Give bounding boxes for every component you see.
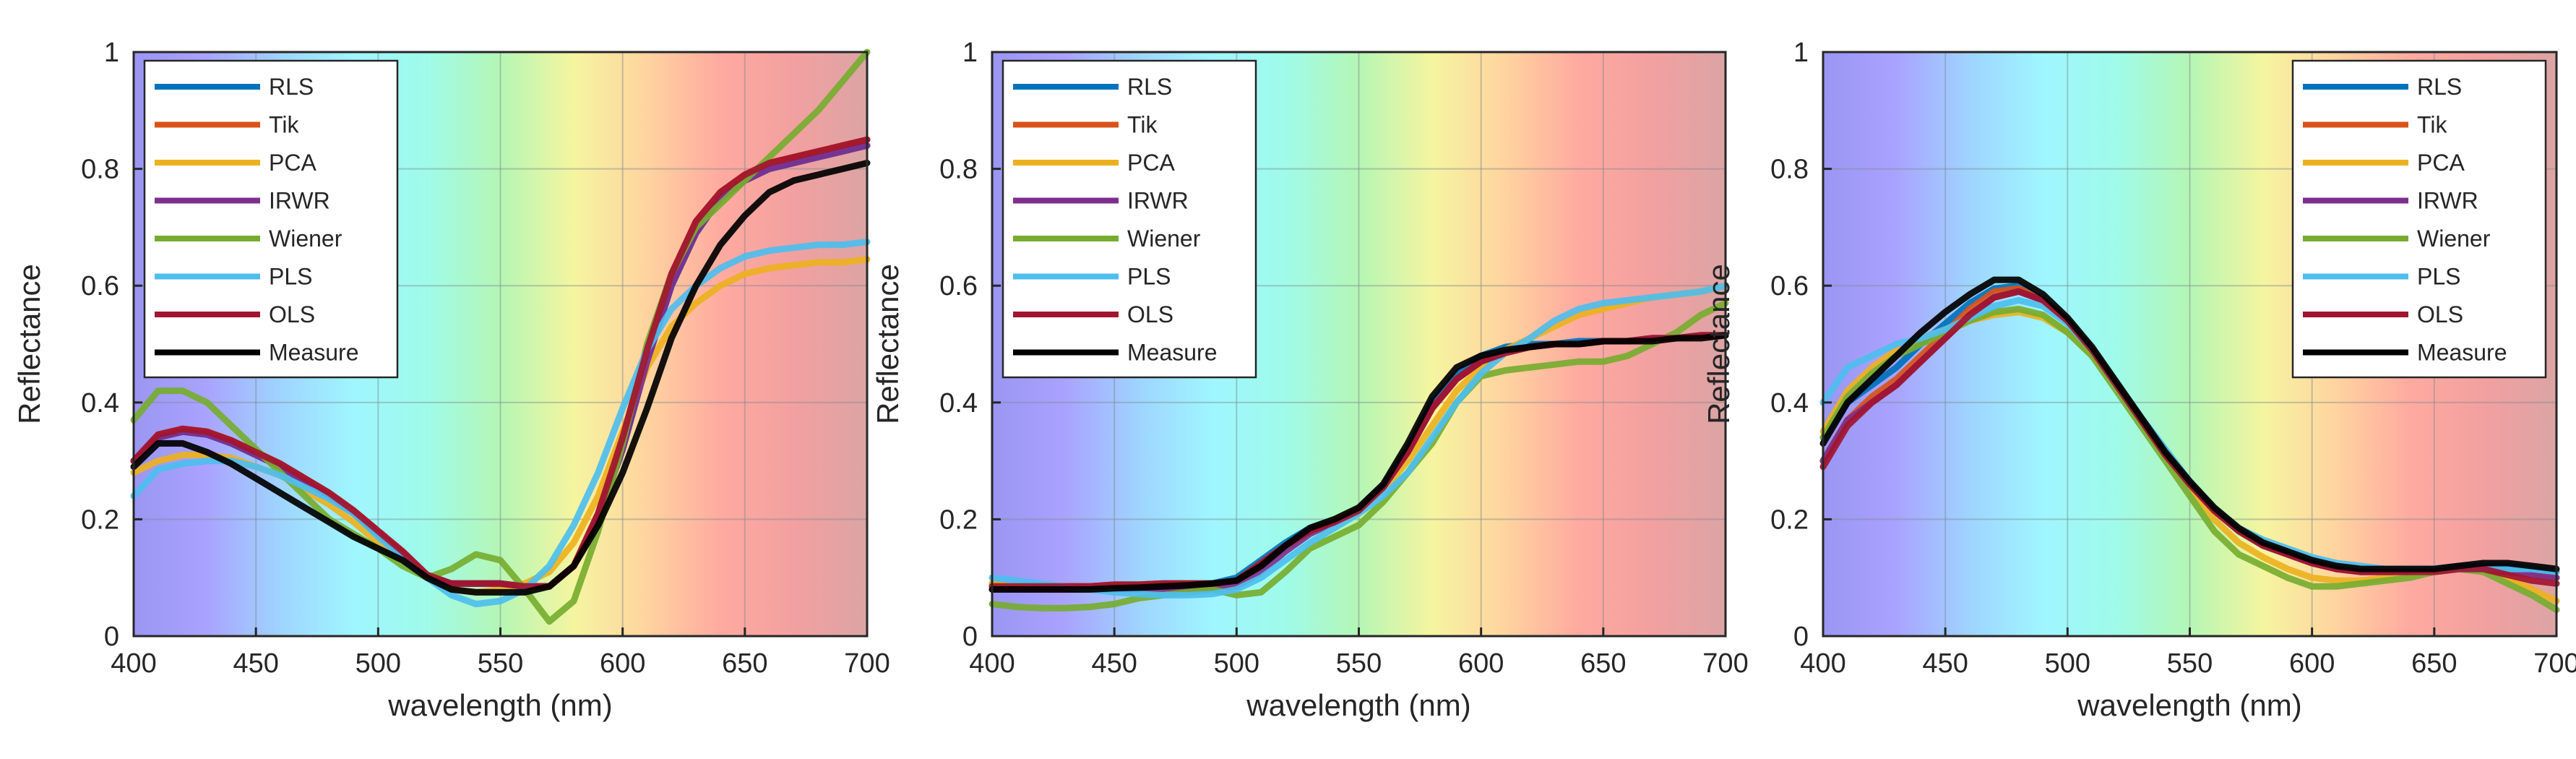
x-tick-label: 400 bbox=[969, 648, 1015, 679]
x-tick-label: 550 bbox=[2167, 648, 2213, 679]
series-line-pls bbox=[130, 239, 871, 608]
x-tick-label: 600 bbox=[600, 648, 645, 679]
legend-label-ols: OLS bbox=[1127, 301, 1173, 327]
legend-label-pca: PCA bbox=[1127, 150, 1175, 176]
y-tick-label: 0.6 bbox=[939, 271, 978, 301]
legend-label-tik: Tik bbox=[2417, 112, 2447, 138]
x-tick-label: 450 bbox=[233, 648, 278, 679]
legend-label-pca: PCA bbox=[2417, 150, 2465, 176]
x-tick-label: 500 bbox=[356, 648, 401, 679]
legend-box bbox=[1001, 59, 1257, 379]
y-tick-label: 0.2 bbox=[939, 505, 978, 535]
legend-label-measure: Measure bbox=[2417, 340, 2507, 366]
x-axis-label: wavelength (nm) bbox=[387, 688, 612, 722]
x-tick-label: 650 bbox=[722, 648, 767, 679]
y-tick-label: 0.2 bbox=[1770, 505, 1809, 535]
x-tick-label: 650 bbox=[1580, 648, 1626, 679]
x-tick-label: 700 bbox=[1702, 648, 1748, 679]
legend-label-wiener: Wiener bbox=[269, 226, 343, 252]
x-tick-label: 700 bbox=[2533, 648, 2576, 679]
legend-label-wiener: Wiener bbox=[2417, 226, 2491, 252]
legend-label-tik: Tik bbox=[269, 112, 299, 138]
series-lines-2 bbox=[988, 282, 1729, 612]
y-tick-label: 0.6 bbox=[1770, 271, 1809, 301]
legend-label-irwr: IRWR bbox=[2417, 188, 2478, 214]
y-tick-label: 0.8 bbox=[939, 155, 978, 185]
x-tick-label: 600 bbox=[1458, 648, 1504, 679]
legend-label-irwr: IRWR bbox=[269, 188, 330, 214]
x-tick-label: 450 bbox=[1922, 648, 1968, 679]
y-axis-label: Reflectance bbox=[12, 264, 46, 424]
legend-label-ols: OLS bbox=[2417, 301, 2463, 327]
legend-box bbox=[2291, 59, 2547, 379]
legend-3: RLS Tik PCA IRWR Wiener PLS OLS Measure bbox=[2291, 59, 2547, 379]
legend-label-rls: RLS bbox=[269, 74, 314, 100]
legend-label-pls: PLS bbox=[1127, 264, 1171, 290]
legend-label-irwr: IRWR bbox=[1127, 188, 1189, 214]
series-line-measure bbox=[988, 332, 1729, 593]
legend-1: RLS Tik PCA IRWR Wiener PLS OLS Measure bbox=[143, 59, 399, 379]
y-tick-label: 0.8 bbox=[1770, 155, 1809, 185]
legend-label-measure: Measure bbox=[269, 340, 359, 366]
x-tick-label: 600 bbox=[2289, 648, 2335, 679]
y-tick-label: 0 bbox=[962, 622, 978, 652]
x-tick-label: 400 bbox=[111, 648, 156, 679]
x-tick-label: 550 bbox=[478, 648, 523, 679]
legend-label-pca: PCA bbox=[269, 150, 316, 176]
y-tick-label: 0.4 bbox=[81, 388, 119, 419]
y-axis-label: Reflectance bbox=[1702, 264, 1736, 424]
chart-panel-3: 400 450 500 550 600 650 700 0 0.2 0.4 0.6 0.8 1 wavel… bbox=[1702, 38, 2576, 722]
x-tick-label: 700 bbox=[844, 648, 889, 679]
chart-panel-1: 400 450 500 550 600 650 700 0 0.2 0.4 0.6 0.8 1 wavel… bbox=[12, 38, 890, 722]
legend-label-measure: Measure bbox=[1127, 340, 1218, 366]
y-tick-label: 0.4 bbox=[1770, 388, 1809, 419]
y-tick-label: 1 bbox=[104, 38, 119, 68]
legend-2: RLS Tik PCA IRWR Wiener PLS OLS Measure bbox=[1001, 59, 1257, 379]
y-tick-label: 0 bbox=[1793, 622, 1809, 652]
series-line-wiener bbox=[988, 299, 1729, 612]
legend-label-rls: RLS bbox=[1127, 74, 1172, 100]
legend-label-ols: OLS bbox=[269, 301, 315, 327]
series-line-measure bbox=[130, 160, 871, 596]
y-tick-label: 1 bbox=[962, 38, 978, 68]
series-line-measure bbox=[1819, 276, 2560, 573]
legend-label-tik: Tik bbox=[1127, 112, 1158, 138]
series-lines-3 bbox=[1819, 276, 2560, 614]
x-tick-label: 450 bbox=[1091, 648, 1137, 679]
x-tick-label: 500 bbox=[2045, 648, 2090, 679]
x-axis-label: wavelength (nm) bbox=[1246, 688, 1470, 722]
y-tick-label: 1 bbox=[1793, 38, 1809, 68]
legend-label-rls: RLS bbox=[2417, 74, 2462, 100]
legend-label-wiener: Wiener bbox=[1127, 226, 1201, 252]
series-lines-1 bbox=[130, 48, 871, 625]
y-axis-label: Reflectance bbox=[871, 264, 905, 424]
x-tick-label: 550 bbox=[1336, 648, 1382, 679]
y-tick-label: 0.8 bbox=[81, 155, 119, 185]
chart-panel-2: 400 450 500 550 600 650 700 0 0.2 0.4 0.6 0.8 1 wavel… bbox=[871, 38, 1749, 722]
y-tick-label: 0.4 bbox=[939, 388, 978, 419]
x-tick-label: 650 bbox=[2411, 648, 2457, 679]
legend-box bbox=[143, 59, 399, 379]
series-line-ols bbox=[130, 136, 871, 590]
legend-label-pls: PLS bbox=[269, 264, 312, 290]
x-tick-label: 400 bbox=[1800, 648, 1845, 679]
x-axis-label: wavelength (nm) bbox=[2077, 688, 2301, 722]
x-tick-label: 500 bbox=[1214, 648, 1259, 679]
y-tick-label: 0.2 bbox=[81, 505, 119, 535]
y-tick-label: 0 bbox=[104, 622, 119, 652]
legend-label-pls: PLS bbox=[2417, 264, 2460, 290]
y-tick-label: 0.6 bbox=[81, 271, 119, 301]
